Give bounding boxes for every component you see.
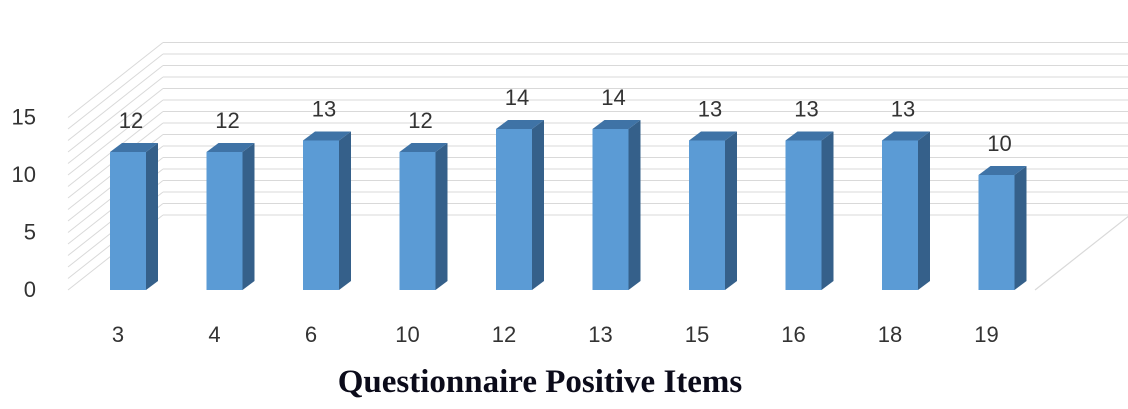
bar-front-face: [399, 152, 436, 290]
bar-front-face: [496, 129, 532, 290]
bar-side-face: [1014, 166, 1027, 290]
side-wall-gridline: [67, 88, 164, 164]
bar-side-face: [532, 120, 544, 290]
bar-top-face: [882, 131, 930, 141]
x-category-label: 10: [395, 322, 419, 347]
bar-side-face: [725, 131, 737, 290]
bar: [496, 120, 544, 290]
bar-front-face: [785, 140, 822, 290]
bar-top-face: [206, 143, 255, 152]
x-category-label: 4: [208, 322, 220, 347]
y-tick-label: 0: [24, 277, 36, 302]
data-label: 12: [408, 108, 432, 133]
floor-edge-line: [1034, 215, 1128, 291]
bar: [592, 120, 641, 290]
bar: [206, 143, 255, 290]
x-axis-category-labels: 3 4 6 10 12 13 15 16 18 19: [112, 322, 999, 347]
bar-top-face: [592, 120, 641, 129]
x-category-label: 12: [492, 322, 516, 347]
bar: [978, 166, 1027, 290]
data-label: 12: [119, 108, 143, 133]
chart-title: Questionnaire Positive Items: [337, 364, 743, 400]
bar: [882, 131, 930, 290]
bar-side-face: [146, 143, 158, 290]
bar-top-face: [303, 131, 351, 141]
bar-top-face: [785, 131, 834, 141]
x-category-label: 18: [878, 322, 902, 347]
bar-front-face: [882, 140, 918, 290]
side-wall-gridline: [67, 42, 164, 118]
bar-top-face: [978, 166, 1027, 175]
data-label: 14: [505, 85, 529, 110]
bar-top-face: [689, 131, 737, 141]
bar-side-face: [918, 131, 930, 290]
bar-front-face: [206, 152, 243, 290]
x-category-label: 6: [305, 322, 317, 347]
x-category-label: 19: [974, 322, 998, 347]
bar-side-face: [339, 131, 351, 290]
x-category-label: 3: [112, 322, 124, 347]
bar: [110, 143, 158, 290]
bar: [303, 131, 351, 290]
bar-top-face: [496, 120, 544, 129]
y-axis-tick-labels: 0 5 10 15: [12, 105, 36, 303]
bar: [689, 131, 737, 290]
bar-front-face: [978, 175, 1015, 290]
data-label: 13: [312, 97, 336, 122]
bar-front-face: [592, 129, 629, 290]
bar-side-face: [435, 143, 448, 290]
data-labels: 12 12 13 12 14 14 13 13 13 10: [119, 85, 1012, 156]
data-label: 12: [215, 108, 239, 133]
bar-top-face: [110, 143, 158, 152]
x-category-label: 16: [781, 322, 805, 347]
bar-side-face: [821, 131, 834, 290]
side-wall-gridline: [67, 65, 164, 141]
y-tick-label: 5: [24, 220, 36, 245]
bar: [785, 131, 834, 290]
data-label: 13: [794, 97, 818, 122]
bar-front-face: [689, 140, 725, 290]
y-tick-label: 10: [12, 162, 36, 187]
data-label: 13: [698, 97, 722, 122]
y-tick-label: 15: [12, 105, 36, 130]
bar-chart: 0 5 10 15 12 12 13 12 14 14 13 13 13 10 3 4 6 10 12 13 15 1…: [12, 42, 1128, 347]
bars: [110, 120, 1027, 290]
bar-front-face: [303, 140, 339, 290]
bar-top-face: [399, 143, 448, 152]
bar-side-face: [628, 120, 641, 290]
data-label: 10: [987, 131, 1011, 156]
bar-front-face: [110, 152, 146, 290]
side-wall-gridline: [67, 99, 164, 176]
x-category-label: 15: [685, 322, 709, 347]
bar: [399, 143, 448, 290]
data-label: 13: [891, 97, 915, 122]
x-category-label: 13: [588, 322, 612, 347]
side-wall-gridline: [67, 53, 164, 130]
bar-side-face: [242, 143, 255, 290]
data-label: 14: [601, 85, 625, 110]
side-wall-gridline: [67, 76, 164, 153]
